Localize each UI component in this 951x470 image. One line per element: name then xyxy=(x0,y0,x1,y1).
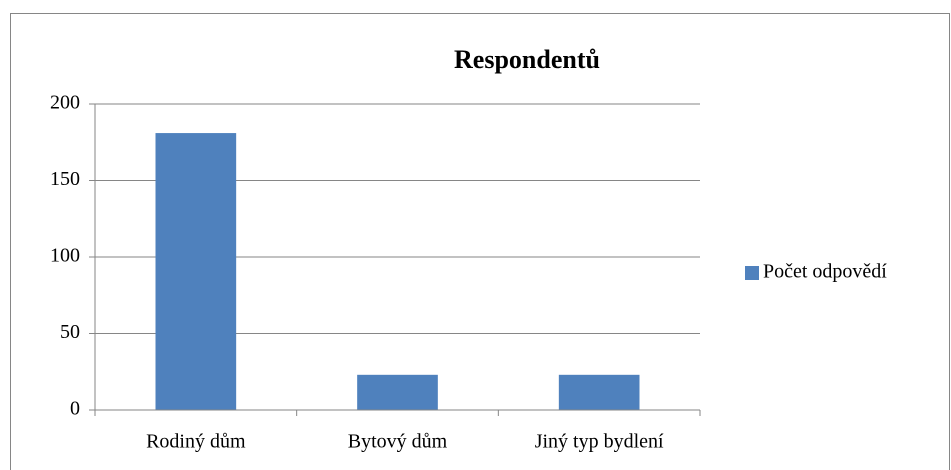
x-tick-label: Jiný typ bydlení xyxy=(535,431,664,453)
bar xyxy=(357,374,438,410)
bar xyxy=(155,133,237,410)
y-tick-label: 0 xyxy=(70,398,80,420)
y-tick-label: 100 xyxy=(50,245,80,267)
bar xyxy=(558,374,640,410)
chart-frame xyxy=(10,13,950,470)
y-tick-label: 200 xyxy=(50,92,80,114)
y-tick-label: 50 xyxy=(60,321,80,343)
x-tick-label: Rodiný dům xyxy=(146,431,246,453)
x-tick-label: Bytový dům xyxy=(348,431,448,453)
y-tick-label: 150 xyxy=(50,168,80,190)
legend-label: Počet odpovědí xyxy=(763,261,887,283)
legend-swatch xyxy=(745,266,759,280)
chart-title: Respondentů xyxy=(454,45,600,74)
